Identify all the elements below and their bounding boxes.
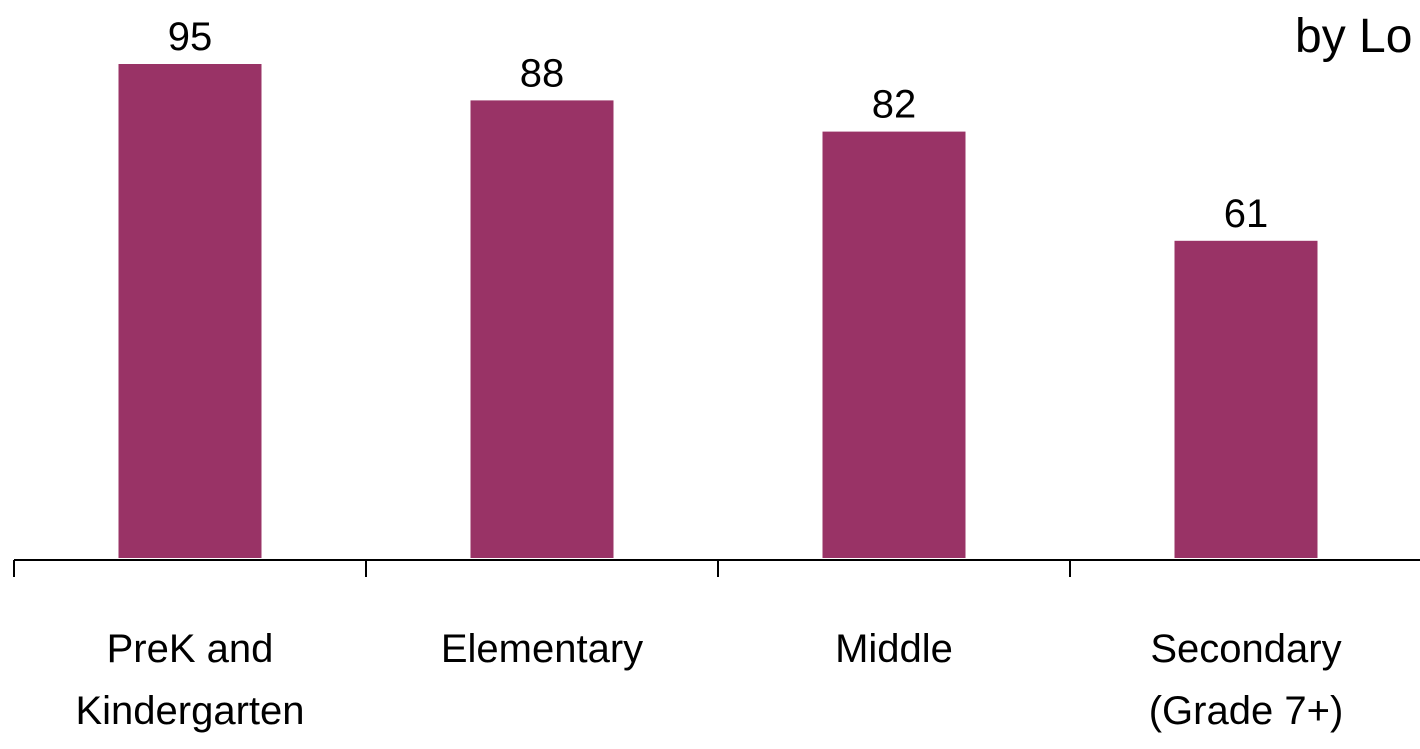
category-label-line: (Grade 7+) [1149,689,1344,733]
data-label: 88 [520,51,565,95]
category-label-line: Elementary [441,627,643,671]
data-label: 95 [168,15,213,59]
category-label: Middle [835,627,953,671]
category-label: Secondary (Grade 7+) [1149,627,1344,733]
bar [822,131,966,558]
bars-layer [118,64,1318,559]
bar [1174,240,1318,559]
category-label: Elementary [441,627,643,671]
category-labels-layer: PreK and Kindergarten Elementary Middle Seco… [75,627,1343,733]
bar [470,100,614,559]
category-label-line: Secondary [1150,627,1341,671]
x-axis [13,559,1420,577]
data-label: 61 [1224,192,1269,236]
category-label-line: PreK and [107,627,274,671]
category-label: PreK and Kindergarten [75,627,304,733]
bar [118,64,262,558]
data-label: 82 [872,83,917,127]
category-label-line: Kindergarten [75,689,304,733]
data-labels-layer: 95 88 82 61 [168,15,1269,236]
category-label-line: Middle [835,627,953,671]
chart-title: by Lo [1295,10,1412,63]
